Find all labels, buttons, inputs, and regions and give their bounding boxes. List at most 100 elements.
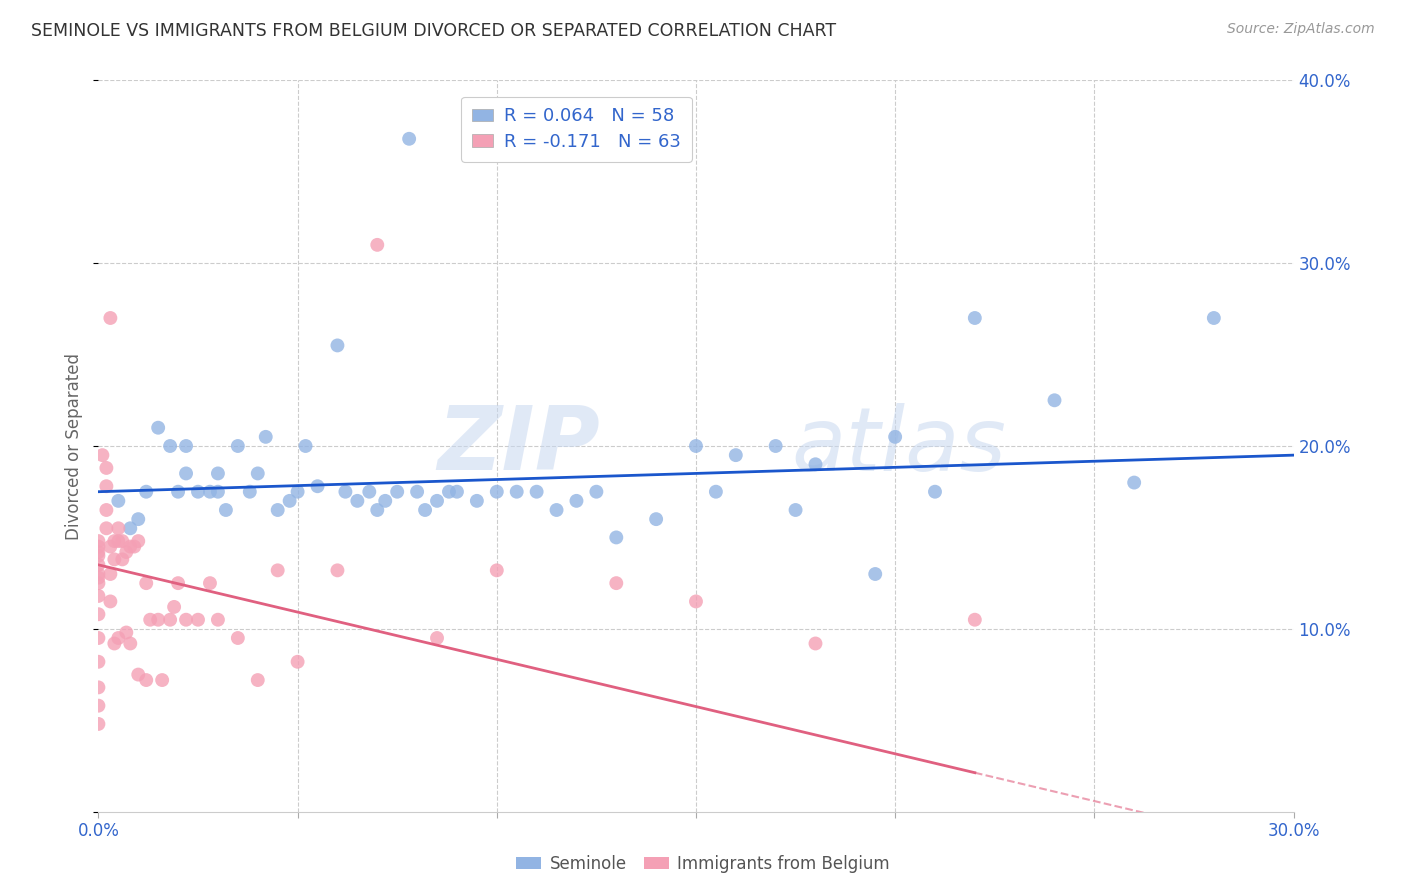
Point: [87, 558, 110, 572]
Point: [278, 494, 301, 508]
Point: [174, 439, 197, 453]
Point: [246, 467, 269, 481]
Point: [87, 631, 110, 645]
Point: [785, 503, 807, 517]
Point: [804, 636, 827, 650]
Point: [359, 484, 381, 499]
Point: [127, 512, 149, 526]
Point: [366, 238, 388, 252]
Point: [148, 421, 170, 435]
Point: [96, 461, 118, 475]
Point: [267, 503, 290, 517]
Point: [103, 534, 125, 549]
Point: [120, 636, 142, 650]
Point: [127, 534, 149, 549]
Point: [115, 625, 138, 640]
Point: [215, 503, 238, 517]
Point: [111, 552, 134, 566]
Point: [87, 534, 110, 549]
Point: [287, 484, 309, 499]
Point: [485, 563, 508, 577]
Point: [804, 457, 827, 471]
Point: [148, 613, 170, 627]
Point: [207, 484, 229, 499]
Point: [924, 484, 946, 499]
Point: [187, 484, 209, 499]
Point: [174, 467, 197, 481]
Point: [167, 576, 190, 591]
Point: [135, 484, 157, 499]
Point: [207, 467, 229, 481]
Legend: Seminole, Immigrants from Belgium: Seminole, Immigrants from Belgium: [510, 848, 896, 880]
Point: [96, 521, 118, 535]
Point: [765, 439, 787, 453]
Point: [724, 448, 747, 462]
Point: [111, 534, 134, 549]
Point: [87, 589, 110, 603]
Point: [198, 484, 221, 499]
Point: [398, 132, 420, 146]
Point: [87, 681, 110, 695]
Point: [107, 521, 129, 535]
Point: [246, 673, 269, 687]
Point: [226, 631, 249, 645]
Point: [135, 576, 157, 591]
Legend: R = 0.064   N = 58, R = -0.171   N = 63: R = 0.064 N = 58, R = -0.171 N = 63: [461, 96, 692, 161]
Point: [465, 494, 488, 508]
Point: [605, 576, 627, 591]
Point: [107, 631, 129, 645]
Text: Source: ZipAtlas.com: Source: ZipAtlas.com: [1227, 22, 1375, 37]
Point: [287, 655, 309, 669]
Point: [120, 521, 142, 535]
Point: [159, 439, 181, 453]
Point: [87, 567, 110, 582]
Point: [385, 484, 409, 499]
Y-axis label: Divorced or Separated: Divorced or Separated: [65, 352, 83, 540]
Point: [506, 484, 529, 499]
Point: [685, 594, 707, 608]
Point: [426, 631, 449, 645]
Point: [167, 484, 190, 499]
Point: [87, 545, 110, 559]
Point: [96, 479, 118, 493]
Point: [139, 613, 162, 627]
Point: [87, 698, 110, 713]
Point: [87, 540, 110, 554]
Text: ZIP: ZIP: [437, 402, 600, 490]
Point: [1123, 475, 1146, 490]
Point: [107, 494, 129, 508]
Point: [150, 673, 173, 687]
Point: [103, 636, 125, 650]
Point: [884, 430, 907, 444]
Text: SEMINOLE VS IMMIGRANTS FROM BELGIUM DIVORCED OR SEPARATED CORRELATION CHART: SEMINOLE VS IMMIGRANTS FROM BELGIUM DIVO…: [31, 22, 837, 40]
Point: [485, 484, 508, 499]
Point: [98, 540, 122, 554]
Point: [87, 717, 110, 731]
Point: [1202, 310, 1225, 325]
Point: [87, 655, 110, 669]
Point: [115, 545, 138, 559]
Point: [226, 439, 249, 453]
Point: [585, 484, 607, 499]
Point: [87, 571, 110, 585]
Point: [135, 673, 157, 687]
Point: [159, 613, 181, 627]
Point: [645, 512, 668, 526]
Point: [326, 338, 349, 352]
Point: [307, 479, 329, 493]
Point: [187, 613, 209, 627]
Point: [704, 484, 727, 499]
Point: [87, 549, 110, 563]
Point: [98, 310, 122, 325]
Point: [107, 534, 129, 549]
Point: [1043, 393, 1066, 408]
Text: atlas: atlas: [792, 403, 1007, 489]
Point: [963, 613, 986, 627]
Point: [546, 503, 568, 517]
Point: [254, 430, 277, 444]
Point: [120, 540, 142, 554]
Point: [239, 484, 262, 499]
Point: [207, 613, 229, 627]
Point: [366, 503, 388, 517]
Point: [198, 576, 221, 591]
